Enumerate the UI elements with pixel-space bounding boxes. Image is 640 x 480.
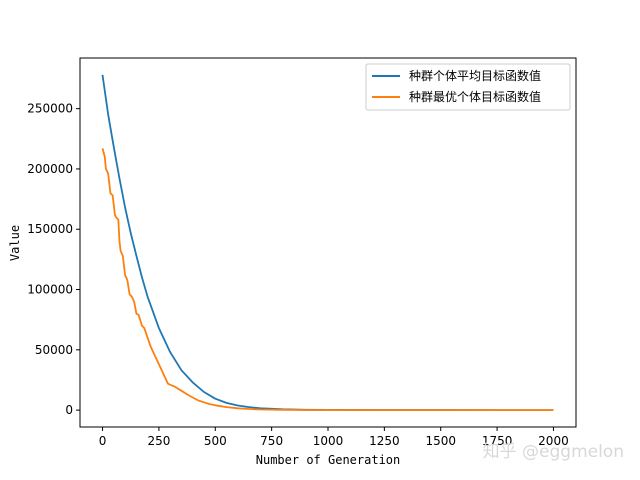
x-tick-label: 1750 (482, 434, 513, 448)
plot-area (79, 57, 577, 428)
y-axis-ticks: 0 50000 100000 150000 200000 250000 (27, 102, 80, 417)
series-lines (101, 74, 554, 412)
legend-label-2: 种群最优个体目标函数值 (409, 89, 541, 104)
x-tick-label: 1500 (425, 434, 456, 448)
x-tick-label: 750 (260, 434, 283, 448)
legend-box (365, 63, 571, 111)
watermark: 知乎 @eggmelon (482, 442, 624, 462)
series-line-2 (101, 148, 554, 412)
x-tick-label: 2000 (538, 434, 569, 448)
y-tick-label: 50000 (35, 343, 73, 357)
y-tick-label: 150000 (27, 222, 73, 236)
x-tick-label: 0 (99, 434, 107, 448)
y-tick-label: 100000 (27, 283, 73, 297)
x-tick-label: 1000 (313, 434, 344, 448)
x-tick-label: 1250 (369, 434, 400, 448)
y-tick-label: 250000 (27, 102, 73, 116)
legend-label-1: 种群个体平均目标函数值 (409, 68, 541, 83)
y-tick-label: 200000 (27, 162, 73, 176)
x-tick-label: 500 (204, 434, 227, 448)
x-axis-ticks: 0 250 500 750 1000 1250 1500 1750 2000 (99, 427, 569, 448)
x-tick-label: 250 (147, 434, 170, 448)
y-tick-label: 0 (65, 403, 73, 417)
y-axis-label: Value (8, 225, 22, 261)
x-axis-label: Number of Generation (256, 453, 401, 467)
